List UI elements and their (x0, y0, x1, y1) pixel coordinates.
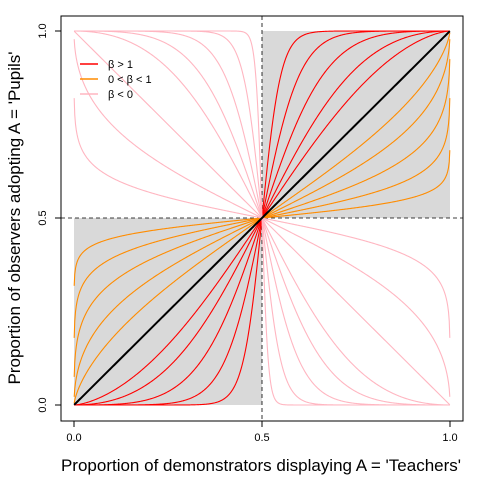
x-tick-label: 1.0 (442, 432, 457, 444)
reference-lines (61, 16, 463, 421)
x-tick-label: 0.0 (66, 432, 81, 444)
legend-label: β > 1 (108, 59, 133, 71)
y-axis-title: Proportion of observers adopting A = 'Pu… (5, 51, 24, 384)
legend-label: β < 0 (108, 89, 133, 101)
curve-beta-1 (73, 30, 451, 406)
x-axis: 0.0 0.5 1.0 (66, 421, 458, 444)
x-tick-label: 0.5 (254, 432, 269, 444)
curves (73, 30, 451, 406)
y-tick-label: 1.0 (37, 23, 49, 38)
legend-label: 0 < β < 1 (108, 74, 152, 86)
legend: β > 1 0 < β < 1 β < 0 (80, 59, 152, 101)
y-tick-label: 0.0 (37, 397, 49, 412)
y-axis: 0.0 0.5 1.0 (37, 23, 61, 413)
y-tick-label: 0.5 (37, 210, 49, 225)
x-axis-title: Proportion of demonstrators displaying A… (61, 456, 461, 475)
